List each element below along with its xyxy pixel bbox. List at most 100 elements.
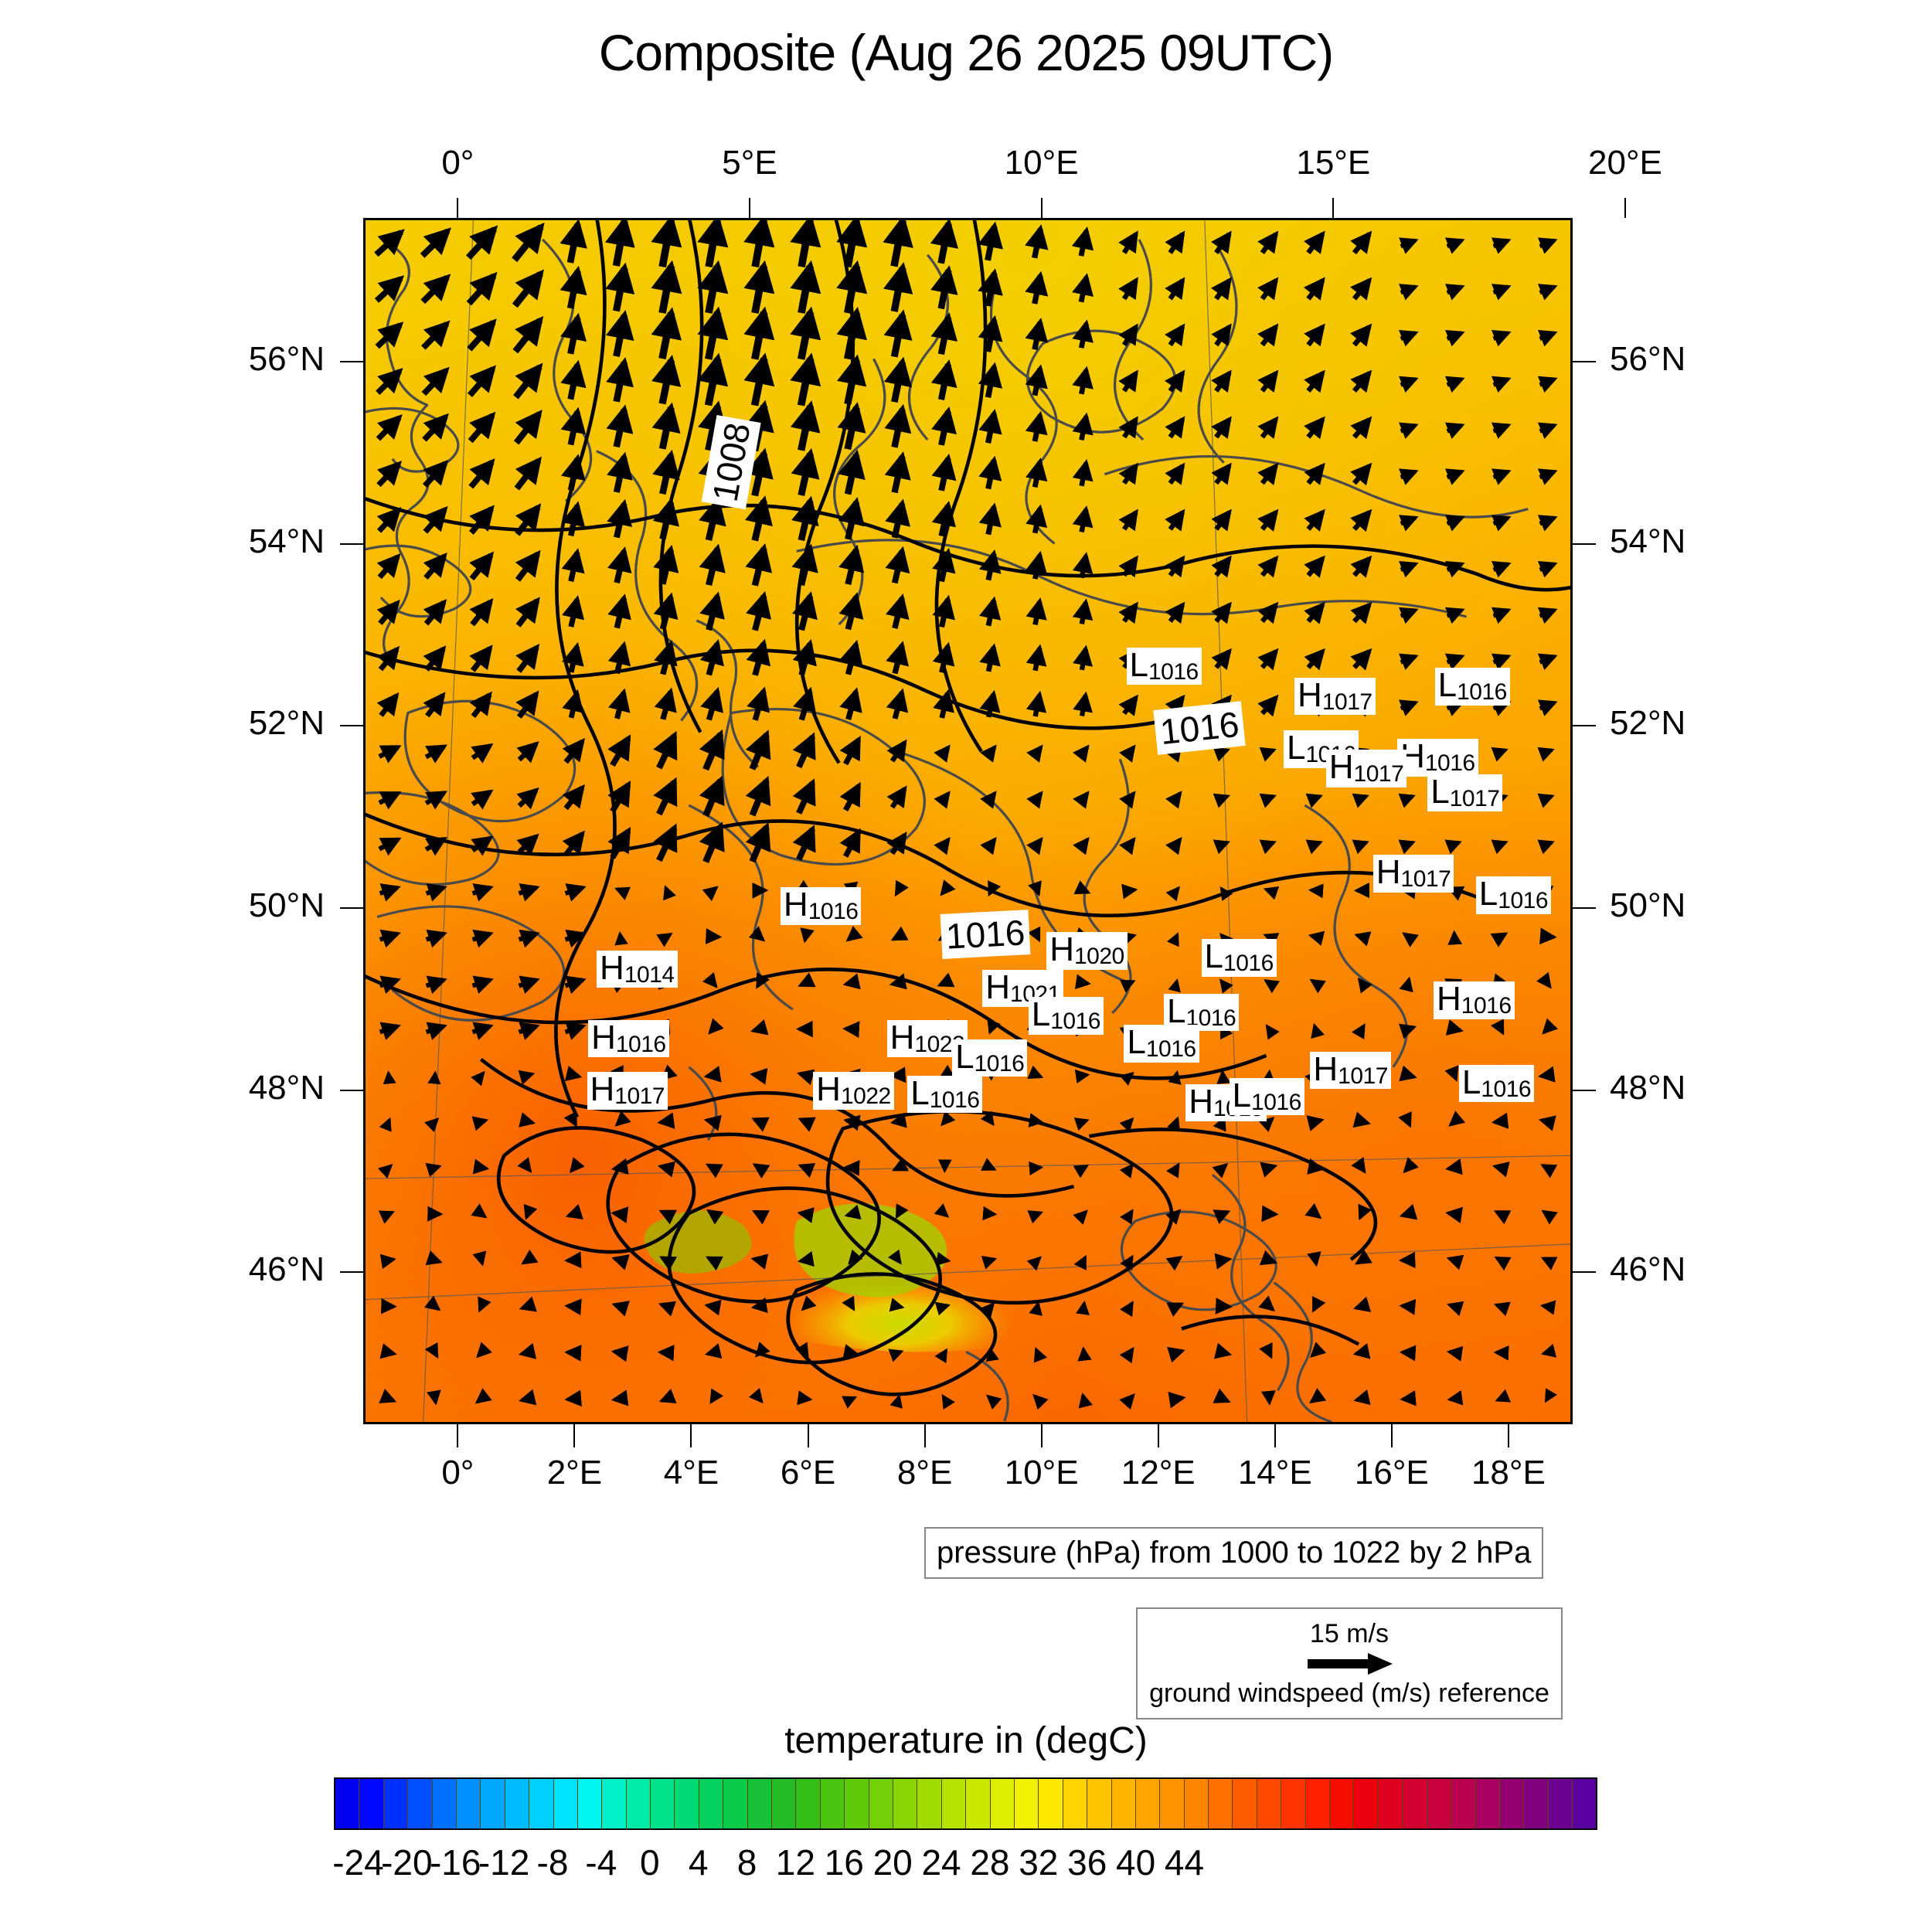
pressure-marker-h: H1016: [1434, 981, 1515, 1019]
bottom-axis-tick: [457, 1424, 459, 1447]
colorbar-swatch: [1039, 1779, 1063, 1828]
colorbar-swatch: [675, 1779, 699, 1828]
pressure-marker-value: 1016: [1481, 1076, 1532, 1102]
pressure-marker-h: H1016: [588, 1019, 669, 1058]
pressure-marker-type: L: [1204, 937, 1224, 976]
pressure-legend-box: pressure (hPa) from 1000 to 1022 by 2 hP…: [924, 1527, 1544, 1579]
pressure-marker-l: L1016: [1164, 992, 1240, 1032]
pressure-marker-type: L: [1167, 992, 1186, 1030]
left-axis-label: 46°N: [248, 1250, 325, 1289]
left-axis-label: 48°N: [248, 1068, 325, 1107]
left-axis-label: 54°N: [248, 522, 325, 560]
pressure-marker-value: 1017: [1321, 689, 1372, 715]
pressure-marker-value: 1016: [615, 1032, 666, 1058]
pressure-marker-value: 1020: [1074, 944, 1124, 970]
colorbar-swatch: [456, 1779, 481, 1828]
colorbar-swatch: [359, 1779, 384, 1828]
pressure-marker-h: H1016: [780, 887, 862, 925]
pressure-marker-l: L1016: [1434, 666, 1510, 706]
right-axis-label: 50°N: [1610, 886, 1686, 924]
pressure-marker-type: H: [591, 1019, 616, 1057]
pressure-marker-type: L: [910, 1073, 930, 1112]
colorbar-swatch: [1111, 1779, 1136, 1828]
bottom-axis-label: 8°E: [896, 1454, 953, 1492]
colorbar-tick: -20: [381, 1842, 433, 1883]
pressure-marker-type: L: [1031, 995, 1051, 1034]
pressure-marker-value: 1017: [1338, 1063, 1388, 1089]
colorbar-swatch: [577, 1779, 603, 1828]
pressure-label-overlay: L1016H1017L1016H1016L1016H1017L1017H1016…: [363, 218, 1573, 1424]
colorbar-swatch: [529, 1779, 554, 1828]
pressure-marker-h: H1017: [1294, 677, 1376, 716]
pressure-marker-l: L1016: [1028, 995, 1104, 1035]
pressure-marker-type: L: [1461, 1063, 1481, 1101]
colorbar-swatch: [651, 1779, 675, 1828]
left-axis-tick: [340, 725, 363, 727]
colorbar-swatch: [481, 1779, 505, 1828]
colorbar-swatch: [772, 1779, 797, 1828]
wind-reference-value: 15 m/s: [1309, 1618, 1389, 1648]
wind-reference-box: 15 m/s ground windspeed (m/s) reference: [1136, 1607, 1563, 1719]
colorbar-swatch: [796, 1779, 821, 1828]
top-axis-label: 15°E: [1296, 144, 1371, 182]
colorbar-swatch: [845, 1779, 869, 1828]
pressure-marker-value: 1014: [624, 961, 675, 988]
pressure-marker-type: L: [1437, 666, 1458, 705]
colorbar-swatch: [602, 1779, 627, 1828]
pressure-marker-value: 1016: [1050, 1009, 1100, 1035]
bottom-axis-tick: [1040, 1424, 1043, 1447]
colorbar-swatch: [941, 1779, 967, 1828]
colorbar-swatch: [747, 1779, 773, 1828]
colorbar-swatch: [553, 1779, 578, 1828]
left-axis-tick: [340, 1271, 363, 1274]
map-plot-area[interactable]: [363, 218, 1573, 1424]
pressure-marker-l: L1016: [1475, 875, 1552, 914]
colorbar-swatch: [1572, 1779, 1597, 1828]
bottom-axis-tick: [1390, 1424, 1393, 1447]
colorbar-swatch: [1330, 1779, 1355, 1828]
top-axis-tick: [749, 198, 750, 218]
colorbar-tick: 16: [824, 1842, 864, 1883]
pressure-marker-h: H1017: [587, 1072, 668, 1110]
left-axis-tick: [340, 361, 363, 363]
pressure-marker-type: H: [600, 948, 624, 987]
colorbar-swatch: [1548, 1779, 1573, 1828]
pressure-marker-type: H: [1313, 1049, 1338, 1088]
pressure-marker-type: H: [1189, 1082, 1213, 1121]
pressure-marker-h: H1017: [1372, 853, 1454, 893]
right-axis-tick: [1573, 1089, 1596, 1091]
colorbar-tick: 0: [639, 1842, 660, 1883]
bottom-axis-tick: [1274, 1424, 1276, 1447]
right-axis-label: 48°N: [1610, 1068, 1686, 1107]
pressure-marker-type: L: [1286, 729, 1306, 767]
pressure-marker-type: H: [1376, 853, 1401, 892]
pressure-marker-value: 1016: [808, 899, 859, 925]
colorbar-title: temperature in (degC): [784, 1720, 1148, 1761]
isobar-label: 1008: [702, 414, 762, 510]
pressure-marker-value: 1016: [1223, 951, 1274, 977]
colorbar-swatch: [408, 1779, 433, 1828]
pressure-marker-type: L: [1232, 1076, 1252, 1114]
pressure-marker-value: 1022: [840, 1083, 891, 1110]
colorbar-swatch: [1209, 1779, 1233, 1828]
pressure-marker-l: L1016: [1201, 937, 1277, 977]
colorbar-tick: -16: [429, 1842, 481, 1883]
top-axis-label: 20°E: [1588, 144, 1662, 182]
pressure-marker-value: 1017: [1449, 785, 1500, 811]
left-axis-tick: [340, 543, 363, 545]
pressure-marker-l: L1016: [907, 1073, 983, 1114]
pressure-marker-l: L1016: [1458, 1063, 1535, 1103]
colorbar[interactable]: [334, 1777, 1597, 1830]
bottom-axis-label: 16°E: [1354, 1454, 1429, 1492]
colorbar-swatch: [383, 1779, 409, 1828]
right-axis-tick: [1573, 543, 1596, 545]
pressure-marker-type: H: [889, 1019, 915, 1057]
bottom-axis-label: 14°E: [1237, 1454, 1312, 1492]
pressure-marker-type: L: [1478, 875, 1498, 913]
pressure-marker-h: H1020: [1046, 932, 1128, 970]
top-axis-tick: [1332, 198, 1335, 218]
colorbar-tick: 44: [1164, 1842, 1205, 1883]
isobar-label: 1016: [1153, 700, 1247, 755]
pressure-marker-value: 1016: [1461, 993, 1512, 1019]
colorbar-swatch: [1305, 1779, 1331, 1828]
